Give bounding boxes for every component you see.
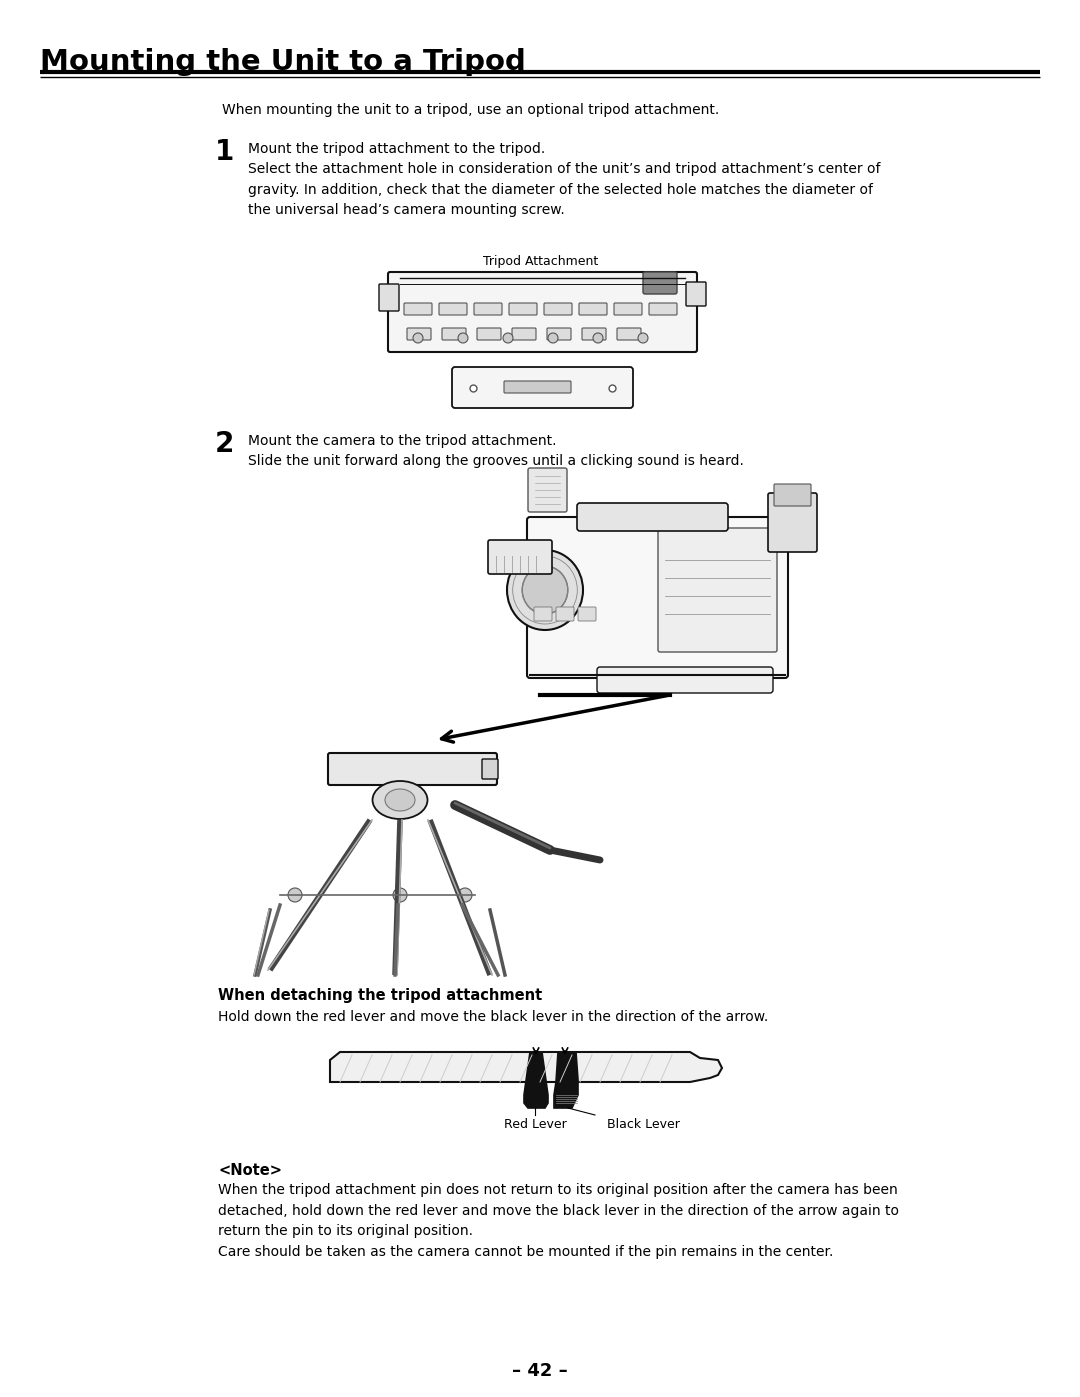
FancyBboxPatch shape [509, 303, 537, 314]
FancyBboxPatch shape [453, 367, 633, 408]
Text: Black Lever: Black Lever [607, 1118, 680, 1132]
Ellipse shape [523, 566, 568, 615]
FancyBboxPatch shape [643, 272, 677, 293]
Circle shape [593, 332, 603, 344]
Text: 1: 1 [215, 138, 234, 166]
Text: Hold down the red lever and move the black lever in the direction of the arrow.: Hold down the red lever and move the bla… [218, 1010, 768, 1024]
Text: Red Lever: Red Lever [503, 1118, 566, 1132]
Text: Select the attachment hole in consideration of the unit’s and tripod attachment’: Select the attachment hole in considerat… [248, 162, 880, 217]
FancyBboxPatch shape [768, 493, 816, 552]
FancyBboxPatch shape [407, 328, 431, 339]
Polygon shape [554, 1052, 578, 1108]
Circle shape [458, 888, 472, 902]
Text: <Note>: <Note> [218, 1162, 282, 1178]
FancyBboxPatch shape [388, 272, 697, 352]
Circle shape [548, 332, 558, 344]
Ellipse shape [507, 550, 583, 630]
Text: When the tripod attachment pin does not return to its original position after th: When the tripod attachment pin does not … [218, 1183, 899, 1259]
FancyBboxPatch shape [649, 303, 677, 314]
Text: 2: 2 [215, 430, 234, 458]
FancyBboxPatch shape [556, 608, 573, 622]
Polygon shape [330, 1052, 723, 1083]
Circle shape [288, 888, 302, 902]
Circle shape [413, 332, 423, 344]
FancyBboxPatch shape [512, 328, 536, 339]
FancyBboxPatch shape [579, 303, 607, 314]
FancyBboxPatch shape [544, 303, 572, 314]
FancyBboxPatch shape [774, 483, 811, 506]
Text: When detaching the tripod attachment: When detaching the tripod attachment [218, 988, 542, 1003]
Text: Mount the camera to the tripod attachment.: Mount the camera to the tripod attachmen… [248, 434, 556, 448]
FancyBboxPatch shape [615, 303, 642, 314]
Text: Tripod Attachment: Tripod Attachment [484, 256, 598, 268]
FancyBboxPatch shape [577, 503, 728, 531]
FancyBboxPatch shape [482, 759, 498, 780]
FancyBboxPatch shape [442, 328, 465, 339]
Text: Mounting the Unit to a Tripod: Mounting the Unit to a Tripod [40, 47, 526, 75]
FancyBboxPatch shape [404, 303, 432, 314]
FancyBboxPatch shape [578, 608, 596, 622]
FancyBboxPatch shape [597, 666, 773, 693]
Text: – 42 –: – 42 – [512, 1362, 568, 1380]
Circle shape [638, 332, 648, 344]
FancyBboxPatch shape [658, 528, 777, 652]
Ellipse shape [373, 781, 428, 819]
FancyBboxPatch shape [686, 282, 706, 306]
FancyBboxPatch shape [477, 328, 501, 339]
Circle shape [503, 332, 513, 344]
FancyBboxPatch shape [534, 608, 552, 622]
FancyBboxPatch shape [438, 303, 467, 314]
FancyBboxPatch shape [328, 753, 497, 785]
FancyBboxPatch shape [527, 517, 788, 678]
FancyBboxPatch shape [546, 328, 571, 339]
Polygon shape [524, 1052, 548, 1108]
Text: Mount the tripod attachment to the tripod.: Mount the tripod attachment to the tripo… [248, 142, 545, 156]
FancyBboxPatch shape [488, 541, 552, 574]
FancyBboxPatch shape [617, 328, 642, 339]
FancyBboxPatch shape [504, 381, 571, 393]
FancyBboxPatch shape [379, 284, 399, 312]
FancyBboxPatch shape [474, 303, 502, 314]
Ellipse shape [384, 789, 415, 812]
FancyBboxPatch shape [582, 328, 606, 339]
Text: Slide the unit forward along the grooves until a clicking sound is heard.: Slide the unit forward along the grooves… [248, 454, 744, 468]
Text: When mounting the unit to a tripod, use an optional tripod attachment.: When mounting the unit to a tripod, use … [222, 103, 719, 117]
Circle shape [458, 332, 468, 344]
Circle shape [393, 888, 407, 902]
FancyBboxPatch shape [528, 468, 567, 511]
